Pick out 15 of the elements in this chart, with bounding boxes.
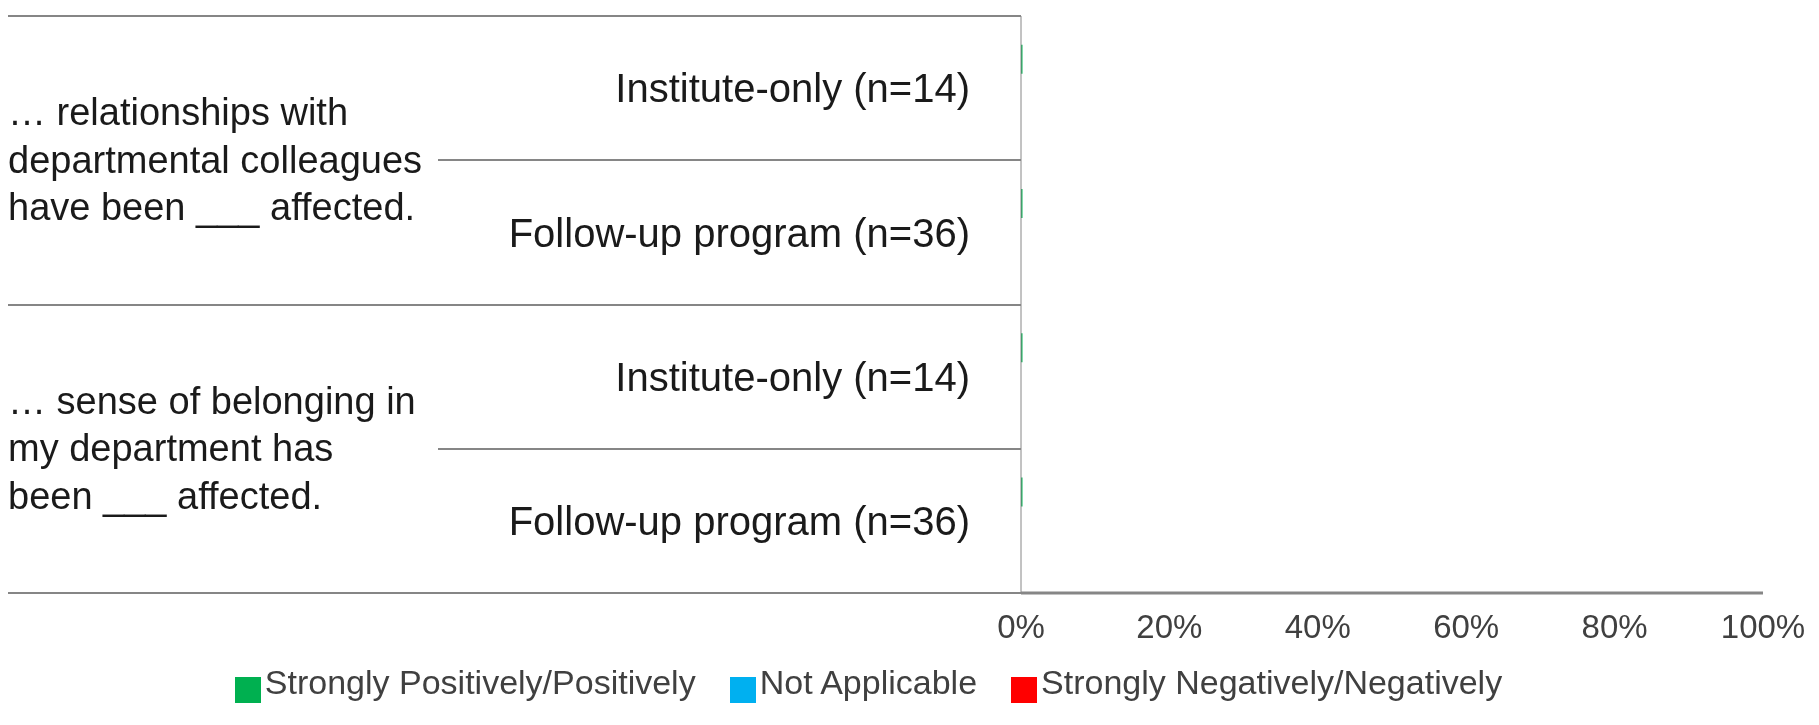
x-tick-label: 80% [1581,608,1648,646]
y-tick-label: Institute-only (n=14) [615,66,970,111]
legend-label: Strongly Positively/Positively [264,663,696,701]
x-tick-label: 60% [1433,608,1500,646]
y-tick-label: Institute-only (n=14) [615,354,970,399]
x-tick-label: 100% [1720,608,1806,646]
y-tick-label: Follow-up program (n=36) [508,210,970,255]
y-tick-label: Follow-up program (n=36) [508,499,970,544]
legend-label: Not Applicable [759,663,978,701]
text: … sense of belonging in my department has been ___ affected. [8,378,417,519]
text: … relationships with departmental colleagues have been ___ affected. [8,90,423,230]
x-tick-label: 40% [1284,608,1351,646]
x-tick-label: 0% [997,608,1045,646]
legend-label: Strongly Negatively/Negatively [1041,663,1503,701]
x-tick-label: 20% [1136,608,1203,646]
